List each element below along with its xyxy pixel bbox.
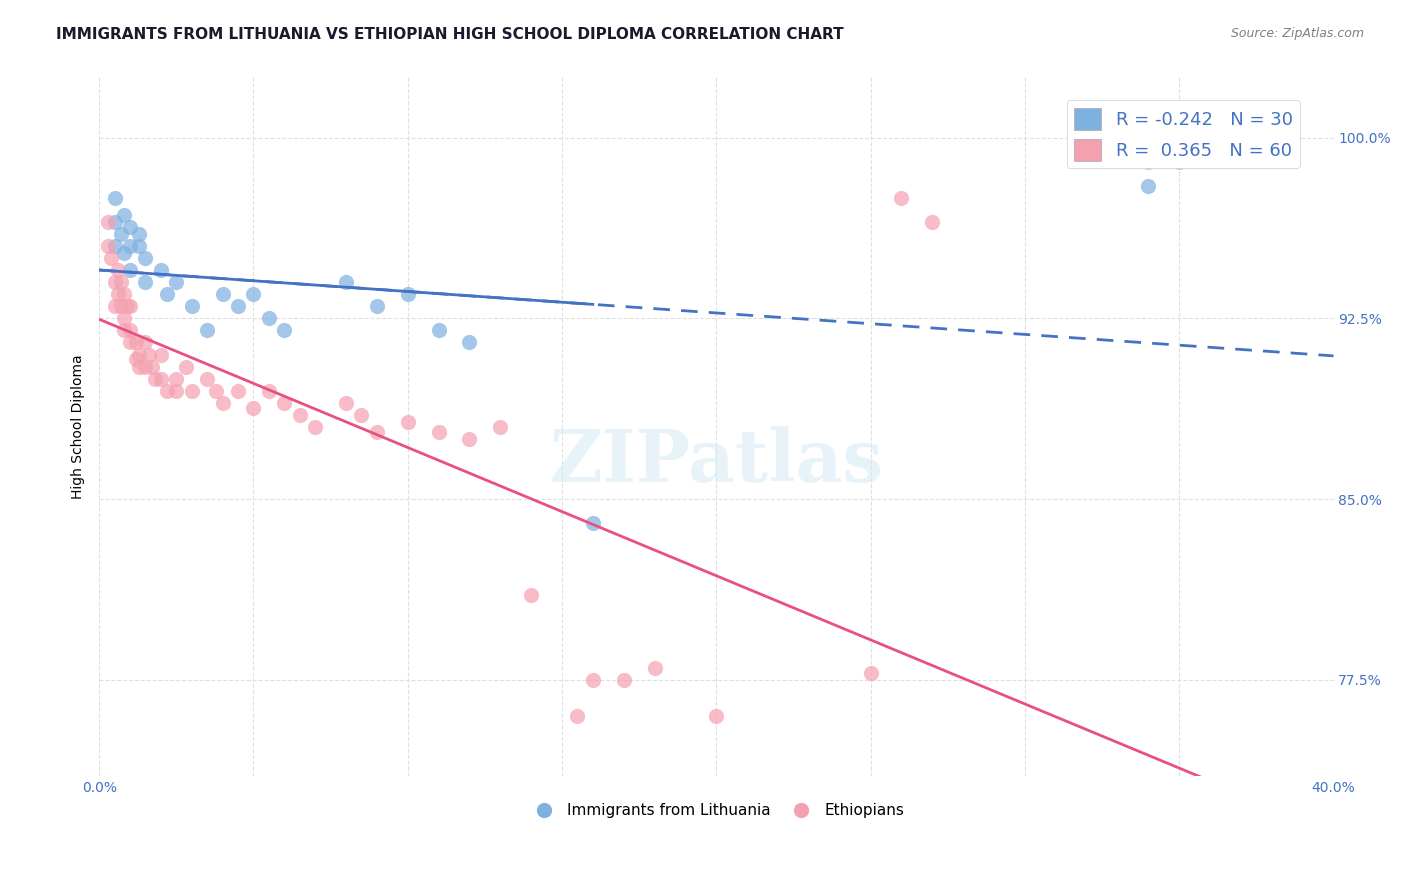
Point	[1137, 178, 1160, 193]
Point	[180, 384, 202, 398]
Point	[921, 215, 943, 229]
Point	[1137, 154, 1160, 169]
Point	[582, 516, 605, 531]
Point	[350, 408, 373, 422]
Point	[396, 415, 419, 429]
Point	[100, 251, 122, 265]
Text: ZIPatlas: ZIPatlas	[550, 426, 883, 497]
Point	[242, 401, 264, 415]
Point	[118, 219, 141, 234]
Point	[257, 384, 280, 398]
Point	[118, 239, 141, 253]
Point	[110, 227, 132, 241]
Point	[134, 251, 156, 265]
Point	[366, 299, 388, 313]
Point	[195, 323, 218, 337]
Point	[112, 287, 135, 301]
Point	[335, 275, 357, 289]
Point	[489, 419, 512, 434]
Point	[165, 371, 187, 385]
Point	[112, 246, 135, 260]
Point	[180, 299, 202, 313]
Point	[97, 239, 120, 253]
Point	[103, 215, 125, 229]
Point	[242, 287, 264, 301]
Point	[205, 384, 228, 398]
Point	[128, 227, 150, 241]
Text: Source: ZipAtlas.com: Source: ZipAtlas.com	[1230, 27, 1364, 40]
Point	[149, 263, 172, 277]
Point	[118, 263, 141, 277]
Point	[103, 275, 125, 289]
Point	[103, 299, 125, 313]
Point	[257, 311, 280, 326]
Point	[644, 661, 666, 675]
Point	[273, 395, 295, 409]
Point	[156, 287, 179, 301]
Legend: Immigrants from Lithuania, Ethiopians: Immigrants from Lithuania, Ethiopians	[523, 797, 910, 824]
Point	[149, 371, 172, 385]
Point	[366, 425, 388, 439]
Point	[125, 335, 148, 350]
Point	[195, 371, 218, 385]
Point	[273, 323, 295, 337]
Point	[134, 275, 156, 289]
Point	[859, 665, 882, 680]
Point	[211, 287, 233, 301]
Point	[174, 359, 197, 374]
Point	[118, 299, 141, 313]
Point	[890, 191, 912, 205]
Point	[128, 359, 150, 374]
Point	[165, 384, 187, 398]
Point	[427, 323, 450, 337]
Point	[613, 673, 636, 687]
Point	[211, 395, 233, 409]
Point	[110, 275, 132, 289]
Point	[458, 432, 481, 446]
Point	[115, 299, 138, 313]
Point	[103, 191, 125, 205]
Point	[226, 299, 249, 313]
Point	[128, 239, 150, 253]
Y-axis label: High School Diploma: High School Diploma	[72, 354, 86, 500]
Point	[112, 311, 135, 326]
Point	[582, 673, 605, 687]
Point	[288, 408, 311, 422]
Point	[143, 371, 166, 385]
Point	[134, 359, 156, 374]
Point	[107, 263, 129, 277]
Point	[141, 359, 163, 374]
Point	[427, 425, 450, 439]
Point	[156, 384, 179, 398]
Point	[704, 709, 727, 723]
Point	[520, 589, 543, 603]
Point	[112, 323, 135, 337]
Point	[118, 323, 141, 337]
Point	[128, 347, 150, 361]
Point	[1168, 154, 1191, 169]
Point	[304, 419, 326, 434]
Point	[567, 709, 589, 723]
Point	[125, 352, 148, 367]
Point	[103, 239, 125, 253]
Point	[110, 299, 132, 313]
Point	[226, 384, 249, 398]
Point	[112, 208, 135, 222]
Point	[458, 335, 481, 350]
Point	[97, 215, 120, 229]
Point	[335, 395, 357, 409]
Point	[165, 275, 187, 289]
Point	[396, 287, 419, 301]
Point	[118, 335, 141, 350]
Point	[149, 347, 172, 361]
Point	[134, 335, 156, 350]
Point	[107, 287, 129, 301]
Text: IMMIGRANTS FROM LITHUANIA VS ETHIOPIAN HIGH SCHOOL DIPLOMA CORRELATION CHART: IMMIGRANTS FROM LITHUANIA VS ETHIOPIAN H…	[56, 27, 844, 42]
Point	[138, 347, 160, 361]
